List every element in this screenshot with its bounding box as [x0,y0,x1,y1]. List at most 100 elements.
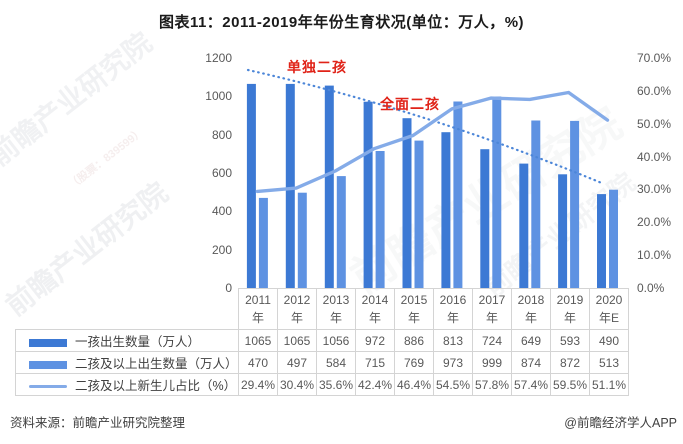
left-y-axis: 0 200 400 600 800 1000 1200 [150,0,232,300]
table-cell: 724 [472,329,512,352]
table-row: 二孩及以上新生儿占比（%） 29.4% 30.4% 35.6% 42.4% 46.4% 54… [15,373,629,396]
table-row: 二孩及以上出生数量（万人） 470 497 584 715 769 973 999 874 872… [15,351,629,374]
bar-first-child-births [441,132,451,288]
legend-label: 一孩出生数量（万人） [75,335,201,349]
axis-tick-label: 60.0% [637,83,672,98]
table-cell: 59.5% [550,373,590,396]
axis-tick-label: 10.0% [637,248,672,263]
axis-tick-label: 70.0% [637,51,672,65]
table-cell: 872 [550,351,590,374]
axis-tick-label: 50.0% [637,116,672,131]
table-cell: 490 [589,329,629,352]
table-row: 一孩出生数量（万人） 1065 1065 1056 972 886 813 724 649 593… [15,329,629,352]
table-cell: 470 [238,351,278,374]
axis-tick-label: 200 [211,242,232,257]
axis-tick-label: 20.0% [637,215,672,230]
bar-second-child-births [375,151,385,288]
bar-first-child-births [285,83,295,289]
axis-tick-label: 1000 [205,89,232,104]
bar-second-child-births [414,140,424,288]
legend-swatch-bar1 [29,338,67,347]
bar-second-child-births [453,101,463,288]
axis-tick-label: 400 [211,204,232,219]
bar-first-child-births [519,163,529,288]
table-cell: 513 [589,351,629,374]
x-axis-year-label: 2019 年 [550,288,590,330]
page-title: 图表11：2011-2019年年份生育状况(单位：万人，%) [158,14,525,31]
axis-corner-spacer [16,289,239,330]
annotation-dandu-erhai: 单独二孩 [287,59,347,75]
table-cell: 29.4% [238,373,278,396]
x-axis-year-label: 2011 年 [238,288,278,330]
table-cell: 1065 [277,329,317,352]
table-cell: 54.5% [433,373,473,396]
bar-second-child-births [258,197,268,288]
x-axis-year-label: 2017 年 [472,288,512,330]
axis-tick-label: 800 [211,127,232,142]
x-axis-year-label: 2020 年E [589,288,629,330]
table-cell: 42.4% [355,373,395,396]
bar-first-child-births [324,85,334,288]
axis-tick-label: 0.0% [637,281,665,295]
data-table: 2011 年 2012 年 2013 年 2014 年 2015 年 2016 年 2017 年 2018 年… [15,288,629,396]
annotation-quanmian-erhai: 全面二孩 [380,96,440,112]
legend-item: 一孩出生数量（万人） [15,329,239,352]
bar-second-child-births [336,176,346,288]
legend-item: 二孩及以上新生儿占比（%） [15,373,239,396]
table-cell: 57.8% [472,373,512,396]
table-cell: 497 [277,351,317,374]
table-cell: 649 [511,329,551,352]
table-cell: 51.1% [589,373,629,396]
line-second-child-share [255,90,610,194]
axis-tick-label: 1200 [205,51,232,65]
bar-first-child-births [402,118,412,288]
source-note: 资料来源：前瞻产业研究院整理 [10,416,186,430]
x-axis-year-label: 2016 年 [433,288,473,330]
bar-first-child-births [480,149,490,288]
bar-first-child-births [558,174,568,288]
bar-second-child-births [297,192,307,288]
right-y-axis: 0.0% 10.0% 20.0% 30.0% 40.0% 50.0% 60.0% 70.0% [637,0,683,300]
watermark-ticker: （股票：839599） [66,125,147,192]
table-cell: 584 [316,351,356,374]
table-cell: 813 [433,329,473,352]
axis-tick-label: 600 [211,166,232,180]
table-cell: 1056 [316,329,356,352]
axis-tick-label: 30.0% [637,182,672,197]
table-cell: 35.6% [316,373,356,396]
legend-swatch-bar2 [29,360,67,369]
bar-second-child-births [609,189,618,288]
table-cell: 999 [472,351,512,374]
table-cell: 46.4% [394,373,434,396]
bar-second-child-births [492,96,502,288]
credit-note: @前瞻经济学人APP [564,416,677,430]
x-axis-year-label: 2013 年 [316,288,356,330]
bar-first-child-births [597,194,606,288]
table-cell: 886 [394,329,434,352]
axis-tick-label: 40.0% [637,149,672,164]
table-cell: 874 [511,351,551,374]
trend-dotted-line [246,68,606,186]
x-axis-year-label: 2012 年 [277,288,317,330]
bar-first-child-births [363,101,373,288]
table-cell: 973 [433,351,473,374]
watermark-brand: 前瞻产业研究院 [0,26,158,172]
bar-second-child-births [570,120,580,289]
legend-swatch-line [29,385,67,389]
table-cell: 30.4% [277,373,317,396]
axis-tick-label: 0 [225,281,232,295]
x-axis-year-label: 2014 年 [355,288,395,330]
table-cell: 972 [355,329,395,352]
table-cell: 593 [550,329,590,352]
x-axis-year-label: 2015 年 [394,288,434,330]
x-axis-year-label: 2018 年 [511,288,551,330]
chart-plot-area [246,68,618,289]
bar-first-child-births [246,83,256,289]
legend-label: 二孩及以上新生儿占比（%） [75,379,237,393]
table-cell: 57.4% [511,373,551,396]
legend-item: 二孩及以上出生数量（万人） [15,351,239,374]
legend-label: 二孩及以上出生数量（万人） [75,357,238,371]
table-cell: 769 [394,351,434,374]
table-cell: 1065 [238,329,278,352]
bar-second-child-births [531,120,541,288]
